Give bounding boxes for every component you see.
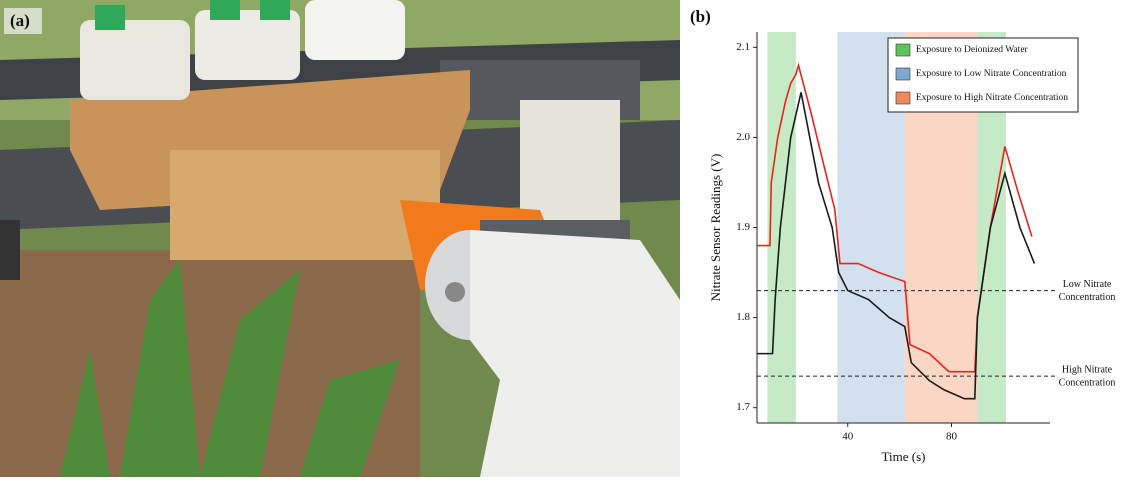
figure: (a) (b) Low Nitrate Concentration High Nit…	[0, 0, 1121, 477]
y-tick-label: 2.1	[736, 41, 750, 53]
x-tick-label: 40	[842, 431, 854, 443]
y-tick-label: 1.9	[736, 221, 750, 233]
x-tick-label: 80	[946, 431, 958, 443]
legend-swatch	[896, 68, 910, 80]
panel-label: (b)	[690, 7, 711, 26]
legend-label: Exposure to Deionized Water	[916, 45, 1029, 55]
y-tick-label: 2.0	[736, 131, 750, 143]
legend-label: Exposure to Low Nitrate Concentration	[916, 69, 1067, 79]
y-tick-label: 1.8	[736, 311, 750, 323]
y-tick-label: 1.7	[736, 401, 750, 413]
legend-swatch	[896, 92, 910, 104]
y-axis-label: Nitrate Sensor Readings (V)	[708, 154, 723, 302]
reference-label: Low Nitrate	[1063, 279, 1112, 290]
reference-label: High Nitrate	[1062, 364, 1113, 375]
panel-label: (a)	[10, 11, 30, 30]
photo: (a)	[0, 0, 680, 477]
shaded-region	[767, 32, 796, 423]
chart: Low Nitrate Concentration High Nitrate Conc…	[708, 32, 1115, 464]
reference-label: Concentration	[1059, 377, 1116, 388]
x-axis-label: Time (s)	[882, 449, 926, 464]
reference-label: Concentration	[1059, 292, 1116, 303]
legend-label: Exposure to High Nitrate Concentration	[916, 93, 1068, 103]
legend-swatch	[896, 44, 910, 56]
